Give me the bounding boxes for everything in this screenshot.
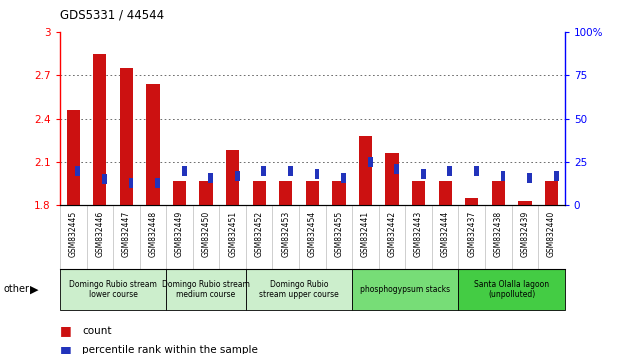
Bar [315, 169, 319, 179]
Text: GSM832453: GSM832453 [281, 210, 290, 257]
Bar [527, 172, 532, 183]
Text: ■: ■ [60, 344, 72, 354]
Bar [246, 269, 352, 310]
Text: GSM832455: GSM832455 [334, 210, 343, 257]
Bar [173, 181, 186, 205]
Text: other: other [3, 284, 29, 295]
Bar [341, 172, 346, 183]
Bar [554, 171, 558, 181]
Bar [182, 166, 187, 176]
Text: GSM832452: GSM832452 [255, 210, 264, 257]
Bar [465, 198, 478, 205]
Bar [235, 171, 240, 181]
Bar [129, 178, 133, 188]
Bar [368, 157, 372, 167]
Text: GSM832446: GSM832446 [95, 210, 104, 257]
Bar [439, 181, 452, 205]
Bar [279, 181, 292, 205]
Bar [474, 166, 479, 176]
Bar [545, 181, 558, 205]
Text: GSM832448: GSM832448 [148, 210, 157, 257]
Bar [352, 269, 459, 310]
Bar [60, 269, 166, 310]
Text: GSM832441: GSM832441 [361, 210, 370, 257]
Text: ■: ■ [60, 325, 72, 337]
Bar [208, 172, 213, 183]
Bar [199, 181, 213, 205]
Bar [146, 84, 160, 205]
Text: GSM832450: GSM832450 [201, 210, 211, 257]
Text: Domingo Rubio stream
lower course: Domingo Rubio stream lower course [69, 280, 157, 299]
Text: phosphogypsum stacks: phosphogypsum stacks [360, 285, 451, 294]
Bar [518, 201, 531, 205]
Text: Domingo Rubio
stream upper course: Domingo Rubio stream upper course [259, 280, 339, 299]
Text: Domingo Rubio stream
medium course: Domingo Rubio stream medium course [162, 280, 250, 299]
Bar [261, 166, 266, 176]
Bar [305, 181, 319, 205]
Bar [93, 53, 107, 205]
Bar [447, 166, 452, 176]
Text: GSM832437: GSM832437 [468, 210, 476, 257]
Text: GSM832442: GSM832442 [387, 210, 396, 257]
Bar [386, 153, 399, 205]
Text: GDS5331 / 44544: GDS5331 / 44544 [60, 9, 164, 22]
Bar [155, 178, 160, 188]
Bar [500, 171, 505, 181]
Bar [359, 136, 372, 205]
Bar [421, 169, 426, 179]
Bar [492, 181, 505, 205]
Bar [226, 150, 239, 205]
Bar [120, 68, 133, 205]
Bar [394, 164, 399, 174]
Text: GSM832439: GSM832439 [521, 210, 529, 257]
Text: GSM832454: GSM832454 [308, 210, 317, 257]
Bar [288, 166, 293, 176]
Bar [252, 181, 266, 205]
Text: count: count [82, 326, 112, 336]
Text: GSM832449: GSM832449 [175, 210, 184, 257]
Text: Santa Olalla lagoon
(unpolluted): Santa Olalla lagoon (unpolluted) [474, 280, 549, 299]
Bar [76, 166, 80, 176]
Bar [166, 269, 246, 310]
Text: GSM832444: GSM832444 [440, 210, 450, 257]
Text: GSM832440: GSM832440 [547, 210, 556, 257]
Bar [459, 269, 565, 310]
Text: ▶: ▶ [30, 284, 38, 295]
Text: GSM832443: GSM832443 [414, 210, 423, 257]
Text: GSM832447: GSM832447 [122, 210, 131, 257]
Bar [333, 181, 346, 205]
Bar [67, 110, 80, 205]
Bar [102, 174, 107, 184]
Bar [412, 181, 425, 205]
Text: GSM832451: GSM832451 [228, 210, 237, 257]
Text: GSM832445: GSM832445 [69, 210, 78, 257]
Text: GSM832438: GSM832438 [494, 210, 503, 257]
Text: percentile rank within the sample: percentile rank within the sample [82, 346, 258, 354]
